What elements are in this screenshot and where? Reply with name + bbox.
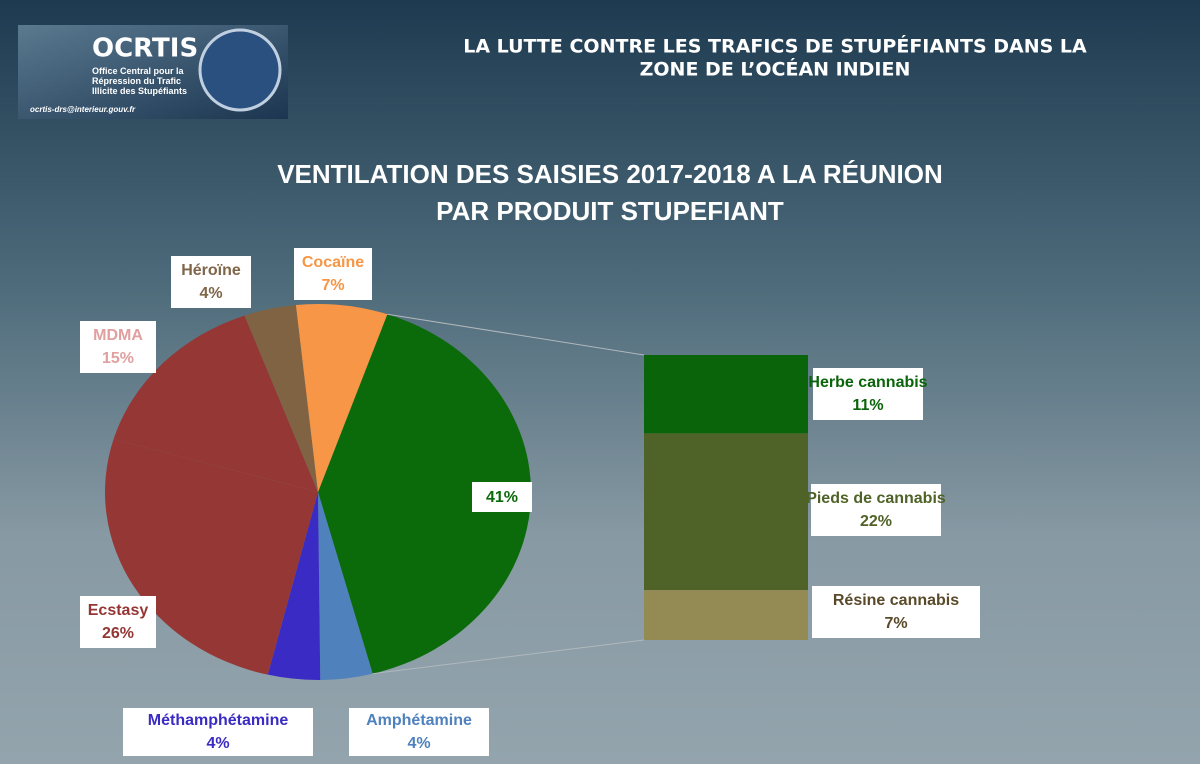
- value-label: 22%: [860, 513, 892, 530]
- logo-subtitle: Office Central pour la Répression du Tra…: [92, 66, 188, 96]
- category-label: Herbe cannabis: [808, 374, 927, 391]
- header-title: ZONE DE L’OCÉAN INDIEN: [640, 58, 911, 81]
- logo-emblem: [198, 28, 282, 112]
- pie-slice: [105, 439, 318, 675]
- pie-slice: [267, 492, 321, 680]
- label-box: [294, 248, 372, 300]
- category-label: Résine cannabis: [833, 592, 959, 609]
- value-label: 7%: [884, 615, 907, 632]
- pie-slice: [295, 304, 388, 492]
- header-title: LA LUTTE CONTRE LES TRAFICS DE STUPÉFIAN…: [463, 35, 1087, 58]
- category-label: Pieds de cannabis: [806, 490, 946, 507]
- value-label: 7%: [321, 277, 344, 294]
- pie-slice: [113, 315, 318, 492]
- connector: [387, 313, 645, 356]
- value-label: 4%: [206, 735, 229, 752]
- category-label: Méthamphétamine: [148, 712, 289, 729]
- category-label: Amphétamine: [366, 712, 472, 729]
- connector: [372, 639, 645, 675]
- value-label: 41%: [486, 489, 518, 506]
- category-label: Héroïne: [181, 262, 241, 279]
- category-label: MDMA: [93, 327, 143, 344]
- label-box: [171, 256, 251, 308]
- label-box: [80, 596, 156, 648]
- value-label: 4%: [407, 735, 430, 752]
- label-box: [811, 484, 941, 536]
- bar-segment: [644, 355, 808, 434]
- category-label: Ecstasy: [88, 602, 149, 619]
- logo-subtitle-box: Office Central pour la Répression du Tra…: [92, 66, 188, 96]
- label-box: [813, 368, 923, 420]
- value-label: 15%: [102, 350, 134, 367]
- label-box: [812, 586, 980, 638]
- logo-email: ocrtis-drs@interieur.gouv.fr: [30, 105, 136, 114]
- category-label: Cocaïne: [302, 254, 364, 271]
- value-label: 4%: [199, 285, 222, 302]
- logo-title: OCRTIS: [92, 34, 198, 64]
- bar-segment: [644, 433, 808, 591]
- label-box: [80, 321, 156, 373]
- chart-title: PAR PRODUIT STUPEFIANT: [436, 196, 784, 226]
- label-box: [472, 482, 532, 512]
- value-label: 11%: [852, 397, 883, 414]
- pie-slice: [318, 492, 373, 680]
- value-label: 26%: [102, 625, 134, 642]
- chart-title: VENTILATION DES SAISIES 2017-2018 A LA R…: [277, 159, 943, 189]
- bar-segment: [644, 590, 808, 640]
- label-box: [123, 708, 313, 756]
- pie-slice: [244, 305, 318, 492]
- pie-slice: [318, 314, 531, 674]
- label-box: [349, 708, 489, 756]
